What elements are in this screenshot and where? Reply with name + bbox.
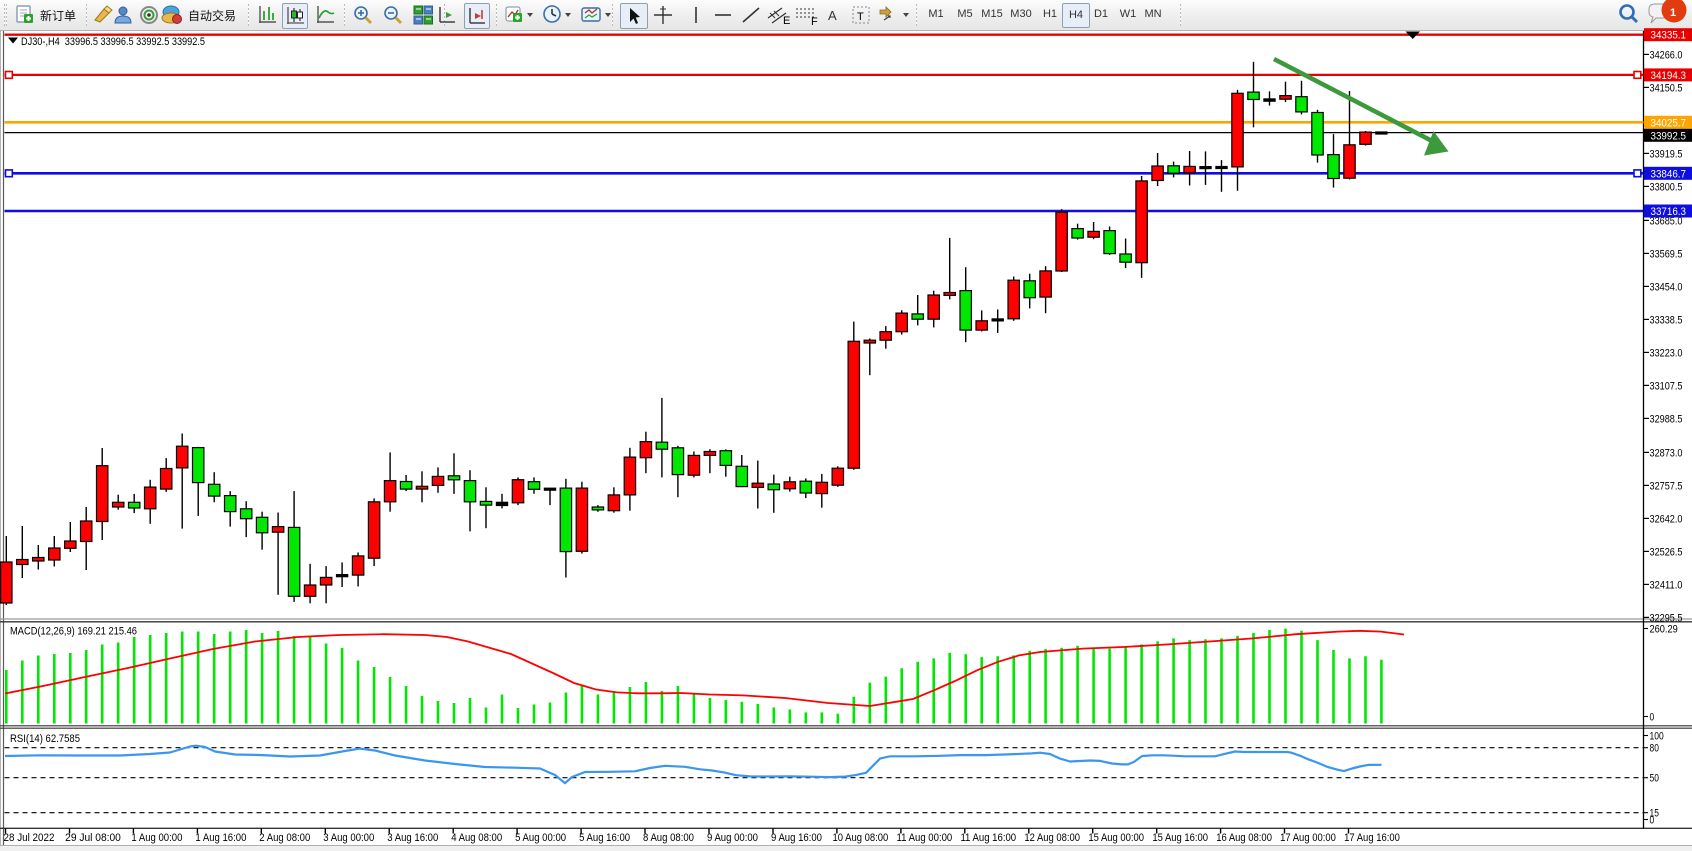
svg-text:F: F xyxy=(811,16,818,26)
svg-text:29 Jul 08:00: 29 Jul 08:00 xyxy=(65,832,121,844)
svg-text:10 Aug 08:00: 10 Aug 08:00 xyxy=(833,832,889,844)
svg-text:50: 50 xyxy=(1650,773,1659,785)
svg-text:33919.5: 33919.5 xyxy=(1650,148,1683,160)
svg-text:32988.5: 32988.5 xyxy=(1650,413,1683,425)
svg-text:33716.3: 33716.3 xyxy=(1651,206,1687,218)
svg-text:28 Jul 2022: 28 Jul 2022 xyxy=(4,832,55,844)
svg-text:32757.5: 32757.5 xyxy=(1650,480,1683,492)
svg-text:11 Aug 00:00: 11 Aug 00:00 xyxy=(897,832,953,844)
svg-text:17 Aug 00:00: 17 Aug 00:00 xyxy=(1280,832,1336,844)
svg-text:33992.5: 33992.5 xyxy=(1651,130,1687,142)
svg-text:9 Aug 00:00: 9 Aug 00:00 xyxy=(707,832,758,844)
svg-text:16 Aug 08:00: 16 Aug 08:00 xyxy=(1216,832,1272,844)
svg-text:1: 1 xyxy=(1670,7,1676,19)
svg-text:34335.1: 34335.1 xyxy=(1651,30,1687,42)
svg-text:34150.5: 34150.5 xyxy=(1650,82,1683,94)
svg-text:34025.7: 34025.7 xyxy=(1651,117,1687,129)
svg-text:11 Aug 16:00: 11 Aug 16:00 xyxy=(960,832,1016,844)
svg-text:3 Aug 00:00: 3 Aug 00:00 xyxy=(323,832,374,844)
svg-text:33107.5: 33107.5 xyxy=(1650,380,1683,392)
svg-text:E: E xyxy=(783,15,790,26)
svg-text:DJ30-,H4 33996.5 33996.5 3399: DJ30-,H4 33996.5 33996.5 33992.5 33992.5 xyxy=(21,36,205,48)
svg-text:100: 100 xyxy=(1650,731,1664,743)
svg-text:5 Aug 16:00: 5 Aug 16:00 xyxy=(579,832,630,844)
svg-text:32295.5: 32295.5 xyxy=(1650,612,1683,624)
svg-text:T: T xyxy=(857,11,864,23)
svg-text:2 Aug 08:00: 2 Aug 08:00 xyxy=(259,832,310,844)
svg-text:5 Aug 00:00: 5 Aug 00:00 xyxy=(515,832,566,844)
svg-text:33800.5: 33800.5 xyxy=(1650,181,1683,193)
svg-text:12 Aug 08:00: 12 Aug 08:00 xyxy=(1024,832,1080,844)
svg-text:MACD(12,26,9) 169.21 215.46: MACD(12,26,9) 169.21 215.46 xyxy=(10,626,137,638)
svg-text:15: 15 xyxy=(1650,808,1659,820)
svg-text:32873.0: 32873.0 xyxy=(1650,447,1683,459)
svg-text:32526.5: 32526.5 xyxy=(1650,546,1683,558)
svg-text:4 Aug 08:00: 4 Aug 08:00 xyxy=(451,832,502,844)
svg-text:0: 0 xyxy=(1650,815,1655,827)
svg-text:0: 0 xyxy=(1650,712,1655,724)
svg-text:9 Aug 16:00: 9 Aug 16:00 xyxy=(771,832,822,844)
svg-text:80: 80 xyxy=(1650,743,1659,755)
svg-text:32642.0: 32642.0 xyxy=(1650,513,1683,525)
svg-text:1 Aug 00:00: 1 Aug 00:00 xyxy=(131,832,182,844)
svg-text:32411.0: 32411.0 xyxy=(1650,579,1683,591)
svg-text:15 Aug 00:00: 15 Aug 00:00 xyxy=(1088,832,1144,844)
svg-text:260.29: 260.29 xyxy=(1650,624,1678,636)
svg-text:34266.0: 34266.0 xyxy=(1650,49,1683,61)
svg-text:33223.0: 33223.0 xyxy=(1650,347,1683,359)
svg-text:34194.3: 34194.3 xyxy=(1651,70,1687,82)
svg-text:33846.7: 33846.7 xyxy=(1651,168,1687,180)
svg-text:33338.5: 33338.5 xyxy=(1650,314,1683,326)
svg-text:33454.0: 33454.0 xyxy=(1650,281,1683,293)
svg-text:1 Aug 16:00: 1 Aug 16:00 xyxy=(195,832,246,844)
svg-text:33569.5: 33569.5 xyxy=(1650,248,1683,260)
svg-text:33685.0: 33685.0 xyxy=(1650,215,1683,227)
svg-text:8 Aug 08:00: 8 Aug 08:00 xyxy=(643,832,694,844)
svg-text:RSI(14) 62.7585: RSI(14) 62.7585 xyxy=(10,733,80,745)
svg-text:15 Aug 16:00: 15 Aug 16:00 xyxy=(1152,832,1208,844)
svg-text:17 Aug 16:00: 17 Aug 16:00 xyxy=(1344,832,1400,844)
svg-text:3 Aug 16:00: 3 Aug 16:00 xyxy=(387,832,438,844)
